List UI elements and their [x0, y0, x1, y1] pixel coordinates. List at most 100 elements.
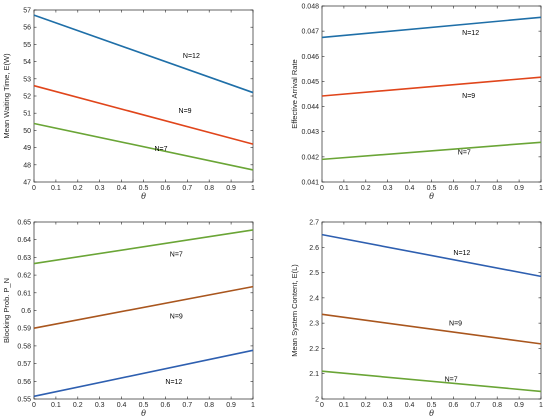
series-annotation: N=7 — [170, 252, 183, 259]
y-tick-label: 0.046 — [301, 54, 319, 61]
x-tick-label: 0.2 — [73, 402, 83, 409]
x-axis-label: θ — [429, 409, 434, 418]
series-line-3 — [321, 370, 542, 393]
x-tick-label: 0 — [32, 402, 36, 409]
y-tick-label: 0.048 — [301, 4, 319, 11]
y-tick-label: 0.63 — [17, 255, 31, 262]
y-axis-label: Mean Waiting Time, E(W) — [2, 53, 11, 139]
series-line-3 — [321, 141, 542, 161]
y-tick-label: 2 — [315, 397, 319, 404]
series-annotation: N=12 — [453, 250, 470, 257]
y-tick-label: 0.045 — [301, 79, 319, 86]
x-tick-label: 0 — [32, 185, 36, 192]
y-tick-label: 47 — [23, 180, 31, 187]
x-tick-label: 0.9 — [226, 402, 236, 409]
series-line-3 — [33, 122, 254, 171]
x-tick-label: 0.6 — [161, 402, 171, 409]
x-tick-label: 0.5 — [139, 185, 149, 192]
x-tick-label: 0.6 — [449, 402, 459, 409]
x-axis-label: θ — [141, 192, 146, 201]
x-tick-label: 0.2 — [361, 402, 371, 409]
x-tick-label: 0.8 — [204, 402, 214, 409]
plot-frame — [33, 221, 254, 400]
y-tick-label: 0.6 — [21, 308, 31, 315]
y-axis-label: Effective Arrival Rate — [290, 59, 299, 128]
x-tick-label: 0.6 — [161, 185, 171, 192]
y-tick-label: 2.6 — [309, 245, 319, 252]
x-tick-label: 0.4 — [405, 185, 415, 192]
series-line-2 — [33, 84, 254, 145]
y-tick-label: 0.59 — [17, 326, 31, 333]
y-tick-label: 56 — [23, 25, 31, 32]
series-annotation: N=9 — [449, 321, 462, 328]
x-tick-label: 0.4 — [117, 402, 127, 409]
x-tick-label: 0.8 — [204, 185, 214, 192]
y-axis-label: Blocking Prob. P_N — [2, 278, 11, 343]
x-tick-label: 0.8 — [492, 402, 502, 409]
chart-panel-4: 0 0.1 0.2 0.3 0.4 0.5 0.6 0.7 0.8 0.9 1 2 2.1 2.2 2.3 2… — [290, 220, 543, 419]
x-tick-label: 0.5 — [139, 402, 149, 409]
x-tick-label: 0.9 — [226, 185, 236, 192]
y-tick-label: 2.3 — [309, 321, 319, 328]
y-tick-label: 53 — [23, 76, 31, 83]
y-tick-label: 0.61 — [17, 290, 31, 297]
x-tick-label: 0.7 — [470, 185, 480, 192]
x-tick-label: 0.1 — [339, 185, 349, 192]
y-tick-label: 48 — [23, 162, 31, 169]
chart-panel-2: 0 0.1 0.2 0.3 0.4 0.5 0.6 0.7 0.8 0.9 1 0.041 0.042 0… — [290, 4, 543, 202]
x-tick-label: 0.7 — [182, 402, 192, 409]
y-tick-label: 0.65 — [17, 220, 31, 227]
y-tick-label: 0.55 — [17, 397, 31, 404]
series-annotation: N=9 — [462, 93, 475, 100]
x-tick-label: 0.1 — [51, 402, 61, 409]
x-tick-label: 0.5 — [427, 185, 437, 192]
x-tick-label: 0.5 — [427, 402, 437, 409]
x-tick-label: 1 — [251, 185, 255, 192]
series-annotation: N=7 — [458, 149, 471, 156]
plot-frame — [321, 221, 542, 400]
x-axis-label: θ — [429, 192, 434, 201]
series-annotation: N=12 — [165, 379, 182, 386]
x-tick-label: 0.3 — [95, 402, 105, 409]
series-annotation: N=7 — [154, 146, 167, 153]
y-tick-label: 2.4 — [309, 295, 319, 302]
y-tick-label: 51 — [23, 111, 31, 118]
x-tick-label: 0.3 — [383, 402, 393, 409]
plot-frame — [321, 5, 542, 183]
series-line-1 — [33, 229, 254, 265]
series-annotation: N=12 — [462, 30, 479, 37]
series-line-1 — [321, 16, 542, 39]
x-tick-label: 0.4 — [117, 185, 127, 192]
y-tick-label: 50 — [23, 128, 31, 135]
series-line-1 — [321, 233, 542, 278]
x-tick-label: 0.2 — [361, 185, 371, 192]
series-line-2 — [321, 76, 542, 97]
x-tick-label: 0.2 — [73, 185, 83, 192]
chart-panel-1: 0 0.1 0.2 0.3 0.4 0.5 0.6 0.7 0.8 0.9 1 47 48 49 50 51 5… — [2, 8, 255, 202]
x-tick-label: 1 — [251, 402, 255, 409]
series-line-2 — [321, 313, 542, 345]
plot-frame — [33, 9, 254, 183]
y-tick-label: 2.7 — [309, 220, 319, 227]
y-tick-label: 49 — [23, 145, 31, 152]
y-tick-label: 52 — [23, 94, 31, 101]
x-tick-label: 0 — [320, 185, 324, 192]
x-tick-label: 1 — [539, 402, 543, 409]
chart-panel-3: 0 0.1 0.2 0.3 0.4 0.5 0.6 0.7 0.8 0.9 1 0.55 0.56 0.5… — [2, 220, 255, 419]
x-tick-label: 0.7 — [182, 185, 192, 192]
y-tick-label: 2.5 — [309, 270, 319, 277]
x-tick-label: 0.9 — [514, 185, 524, 192]
y-tick-label: 0.57 — [17, 361, 31, 368]
y-tick-label: 0.62 — [17, 273, 31, 280]
y-tick-label: 55 — [23, 42, 31, 49]
x-tick-label: 1 — [539, 185, 543, 192]
x-tick-label: 0.1 — [51, 185, 61, 192]
series-annotation: N=9 — [170, 313, 183, 320]
x-tick-label: 0.8 — [492, 185, 502, 192]
y-tick-label: 0.56 — [17, 379, 31, 386]
y-axis-label: Mean System Content, E(L) — [290, 264, 299, 357]
y-tick-label: 54 — [23, 59, 31, 66]
series-annotation: N=7 — [445, 376, 458, 383]
series-annotation: N=9 — [179, 108, 192, 115]
